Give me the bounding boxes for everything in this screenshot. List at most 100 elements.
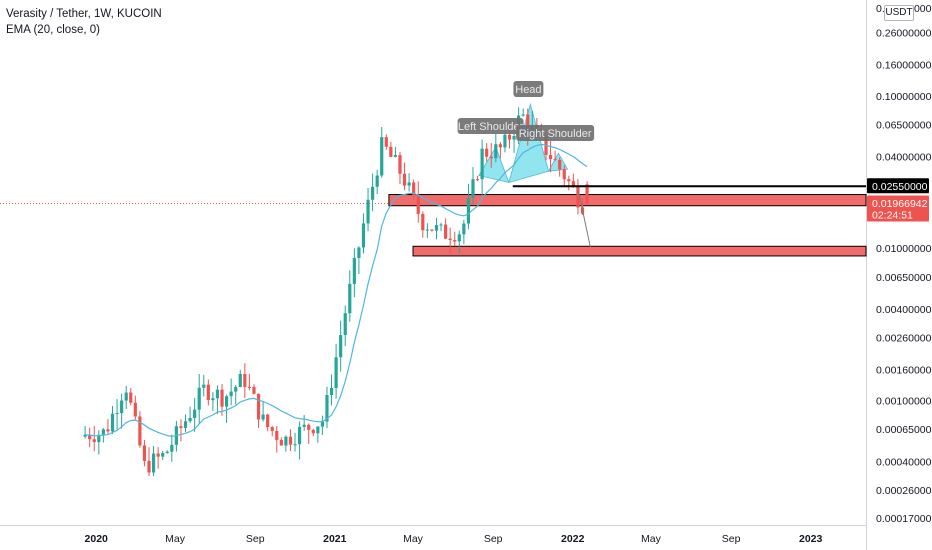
price-tick-label: 0.00160000: [876, 365, 932, 377]
candle-body: [270, 427, 274, 431]
candle-body: [142, 445, 147, 461]
candle-body: [507, 134, 512, 140]
time-tick-label: 2022: [561, 533, 585, 545]
candle-body: [325, 394, 329, 422]
price-tick-label: 0.00040000: [876, 456, 932, 468]
candle-body: [229, 391, 233, 397]
candle-body: [457, 234, 461, 242]
candle-body: [83, 434, 87, 437]
candle-body: [412, 182, 416, 195]
candle-body: [284, 436, 288, 446]
candle-body: [562, 169, 566, 180]
candle-body: [448, 238, 452, 241]
price-tick-label: 0.10000000: [876, 91, 932, 103]
price-tick-label: 0.00065000: [876, 424, 932, 436]
price-tick-label: 0.00026000: [876, 485, 932, 497]
candle-body: [444, 224, 448, 239]
price-tick-label: 0.16000000: [876, 60, 932, 72]
candle-body: [334, 357, 338, 388]
candle-body: [151, 453, 156, 473]
candle-body: [339, 335, 343, 358]
candle-body: [462, 223, 466, 235]
candle-body: [567, 179, 571, 182]
lower-zone: [412, 245, 867, 257]
candle-body: [402, 173, 407, 186]
candle-body: [97, 434, 101, 443]
candle-body: [343, 313, 347, 336]
candle-body: [161, 453, 165, 457]
candle-body: [371, 186, 375, 200]
price-tick-label: 0.06500000: [876, 119, 932, 131]
candle-body: [106, 429, 110, 432]
candle-body: [279, 439, 283, 446]
neckline-price-text: 0.02550000: [872, 181, 928, 193]
candle-body: [266, 414, 270, 428]
candle-body: [553, 159, 557, 161]
annotation-box: [513, 81, 544, 97]
candle-body: [425, 229, 429, 231]
price-tick-label: 0.00400000: [876, 304, 932, 316]
candle-body: [475, 179, 480, 181]
candle-body: [124, 392, 128, 401]
candle-body: [407, 182, 411, 186]
time-axis[interactable]: 2020 May Sep 2021 May Sep 2022 May Sep 2023: [85, 533, 823, 545]
time-tick-label: Sep: [484, 533, 503, 545]
candle-body: [494, 144, 498, 159]
candle-body: [129, 392, 133, 403]
candle-body: [215, 389, 220, 399]
candle-body: [485, 148, 489, 157]
price-axis[interactable]: 0.400000000.260000000.160000000.10000000…: [876, 3, 932, 525]
annotation-label: Head: [515, 84, 541, 96]
candle-body: [197, 387, 201, 410]
indicator-legend[interactable]: EMA (20, close, 0): [6, 24, 100, 36]
candle-body: [243, 374, 247, 387]
candle-body: [352, 258, 356, 284]
candle-body: [439, 224, 443, 226]
candle-body: [389, 146, 393, 157]
projection-layer: [578, 191, 591, 248]
candle-body: [398, 155, 402, 174]
candle-body: [471, 179, 475, 198]
annotation-box: [516, 125, 595, 141]
time-tick-label: May: [641, 533, 662, 545]
neckline-price-tag: [867, 178, 929, 194]
candle-body: [206, 384, 210, 401]
candle-body: [357, 247, 361, 259]
candle-body: [416, 194, 420, 214]
chart-title: Verasity / Tether, 1W, KUCOIN: [6, 8, 162, 20]
target-projection-line: [578, 191, 591, 248]
candle-body: [480, 148, 484, 180]
currency-badge[interactable]: USDT: [884, 5, 914, 21]
candle-body: [498, 144, 502, 148]
candle-body: [115, 413, 119, 415]
candle-body: [434, 225, 439, 231]
price-tick-label: 0.26000000: [876, 28, 932, 40]
candle-body: [238, 374, 242, 388]
candle-body: [170, 444, 174, 452]
candle-body: [179, 426, 183, 428]
price-tick-label: 0.00260000: [876, 332, 932, 344]
candle-body: [466, 197, 471, 224]
candle-body: [165, 451, 169, 454]
price-tick-label: 0.04000000: [876, 151, 932, 163]
candle-body: [224, 396, 229, 407]
candle-body: [489, 156, 493, 159]
current-price-text: 0.01966942: [872, 198, 928, 210]
candle-body: [133, 402, 137, 417]
price-tick-label: 0.01000000: [876, 243, 932, 255]
candle-body: [211, 398, 215, 401]
candle-body: [421, 213, 425, 231]
time-tick-label: Sep: [722, 533, 741, 545]
candle-body: [297, 426, 302, 445]
candle-body: [138, 416, 142, 446]
candle-body: [293, 444, 297, 446]
candle-body: [261, 414, 265, 420]
annotation-label: Left Shoulder: [458, 121, 524, 133]
candle-body: [430, 229, 434, 231]
candle-body: [92, 439, 96, 443]
candle-body: [329, 387, 334, 395]
candle-body: [571, 181, 575, 187]
candle-body: [375, 175, 379, 187]
candle-body: [120, 400, 124, 414]
